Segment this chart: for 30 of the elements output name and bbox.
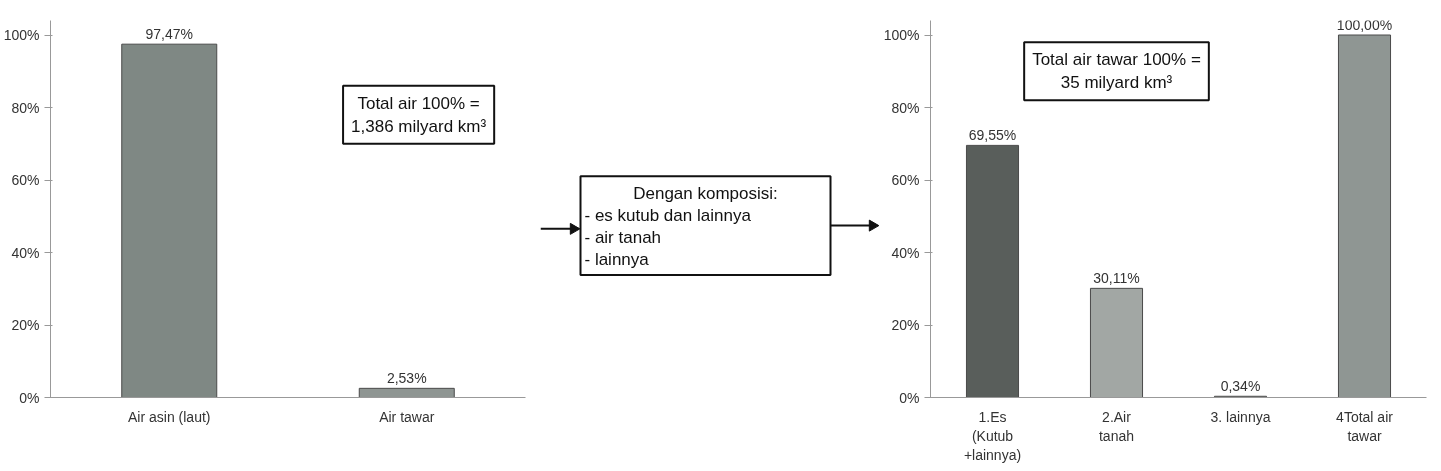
data-label: 30,11%	[1093, 270, 1140, 287]
y-tick-label: 20%	[891, 317, 920, 333]
text: - es kutub dan lainnya	[584, 205, 752, 225]
y-tick-label: 60%	[11, 172, 40, 188]
data-label: 100,00%	[1336, 17, 1393, 33]
y-tick-label: 40%	[11, 244, 40, 261]
text: Dengan komposisi:	[633, 184, 778, 204]
y-tick-label: 0%	[19, 389, 40, 406]
data-label: 2,53%	[386, 370, 427, 387]
y-tick-label: 100%	[3, 27, 40, 43]
data-label: 97,47%	[145, 26, 193, 43]
y-tick-label: 100%	[883, 27, 920, 43]
y-tick-label: 40%	[891, 244, 920, 261]
annotation: Total air tawar 100% = 35 milyard km³	[1032, 50, 1201, 93]
x-tick-label: 2.Air tanah	[1098, 408, 1135, 444]
y-tick-label: 0%	[899, 389, 920, 406]
x-tick-label: Air tawar	[379, 408, 435, 425]
x-tick-label: 4Total air tawar	[1336, 408, 1394, 444]
y-tick-label: 80%	[891, 99, 920, 116]
x-tick-label: 3. lainnya	[1210, 408, 1271, 425]
y-tick-label: 20%	[11, 317, 40, 333]
x-tick-label: Air asin (laut)	[128, 408, 211, 425]
text: - air tanah	[584, 227, 662, 247]
y-tick-label: 60%	[891, 172, 920, 188]
y-tick-label: 80%	[11, 99, 40, 116]
text: - lainnya	[584, 249, 650, 269]
data-label: 0,34%	[1220, 378, 1261, 395]
data-label: 69,55%	[968, 127, 1017, 144]
annotation: Total air 100% = 1,386 milyard km³	[351, 93, 487, 136]
x-tick-label: 1.Es (Kutub +lainnya)	[963, 408, 1022, 463]
